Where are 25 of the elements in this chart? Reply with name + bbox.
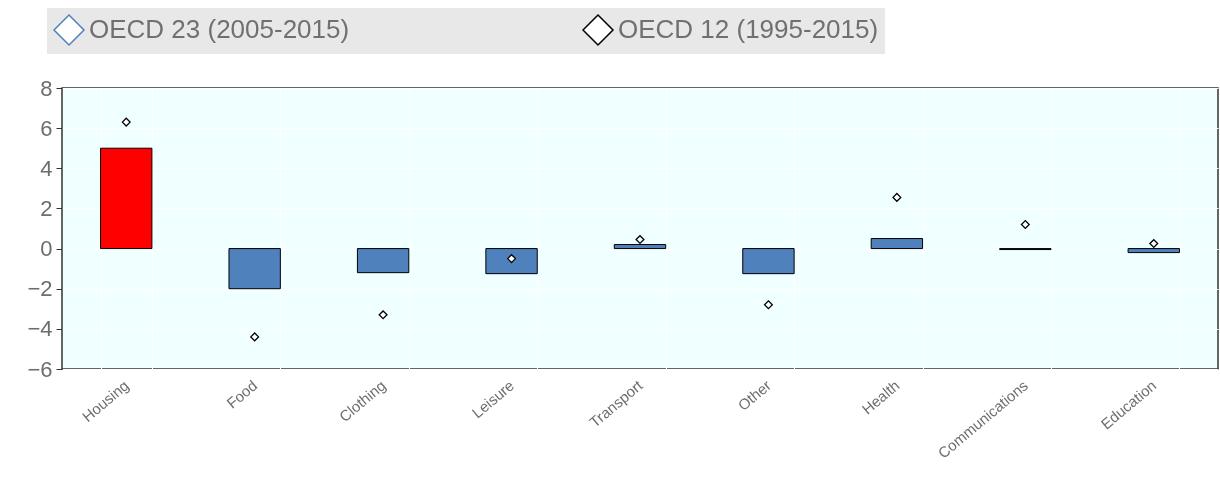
point [763,300,773,310]
bar [228,248,281,290]
point [1149,239,1159,249]
point [378,310,388,320]
y-tick-label: −4 [27,316,53,342]
point [121,117,131,127]
y-tick-label: 0 [40,236,53,262]
y-tick-label: 4 [40,155,53,181]
legend-label: OECD 12 (1995-2015) [618,14,879,44]
y-tick-label: 2 [40,195,53,221]
y-tick-label: −6 [27,356,53,382]
y-tick-label: 8 [40,75,53,101]
bar [356,248,410,274]
point [507,254,517,264]
y-tick-label: 6 [40,115,53,141]
bar [870,238,924,250]
point [1020,219,1030,230]
point [250,332,260,342]
bar [100,147,153,250]
y-tick-label: −2 [27,276,53,302]
point [892,192,902,202]
bar [742,248,795,275]
legend-label: OECD 23 (2005-2015) [89,14,350,44]
bar [485,248,538,275]
point [635,235,645,245]
